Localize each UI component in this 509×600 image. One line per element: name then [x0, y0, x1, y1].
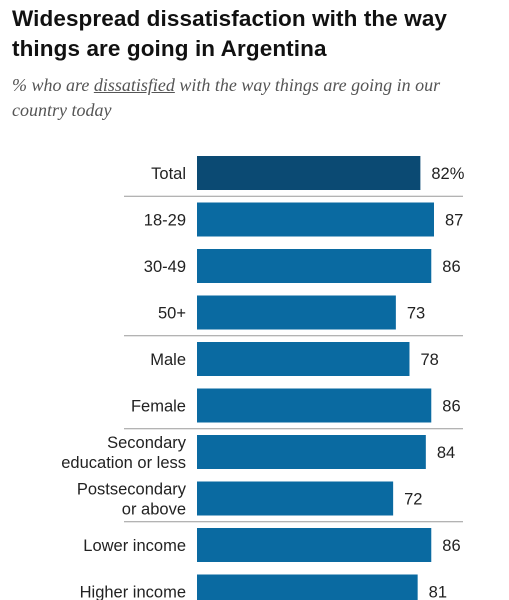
bar-6: [197, 435, 426, 469]
category-label-7-line-0: Postsecondary: [77, 481, 187, 499]
category-label-5: Female: [131, 398, 186, 416]
value-label-2: 86: [442, 258, 460, 276]
category-label-4: Male: [150, 351, 186, 369]
value-label-8: 86: [442, 537, 460, 555]
value-label-1: 87: [445, 212, 463, 230]
category-label-0: Total: [151, 165, 186, 183]
category-label-7-line-1: or above: [122, 501, 186, 519]
bar-9: [197, 574, 418, 600]
bar-2: [197, 249, 432, 283]
subtitle-emphasis: dissatisfied: [93, 75, 175, 95]
value-label-7: 72: [404, 491, 422, 509]
chart-subtitle: % who are dissatisfied with the way thin…: [12, 73, 492, 123]
category-label-3: 50+: [158, 305, 186, 323]
value-label-6: 84: [437, 444, 455, 462]
bar-7: [197, 481, 394, 516]
category-label-6-line-1: education or less: [61, 454, 186, 472]
bar-3: [197, 295, 396, 330]
bar-8: [197, 528, 432, 562]
value-label-9: 81: [429, 584, 447, 600]
category-label-2: 30-49: [144, 258, 186, 276]
category-label-1: 18-29: [144, 212, 186, 230]
value-label-5: 86: [442, 398, 460, 416]
chart-title: Widespread dissatisfaction with the way …: [12, 6, 448, 61]
subtitle-prefix: % who are: [12, 75, 94, 95]
bar-4: [197, 342, 410, 376]
bar-1: [197, 202, 434, 237]
category-label-8: Lower income: [83, 537, 186, 555]
subtitle-suffix: with the way things are going in our cou…: [12, 75, 441, 120]
bar-0: [197, 156, 421, 190]
value-label-3: 73: [407, 305, 425, 323]
value-label-4: 78: [420, 351, 438, 369]
value-label-0: 82%: [431, 165, 464, 183]
category-label-6-line-0: Secondary: [107, 434, 187, 452]
bar-5: [197, 388, 432, 423]
category-label-9: Higher income: [80, 584, 186, 600]
